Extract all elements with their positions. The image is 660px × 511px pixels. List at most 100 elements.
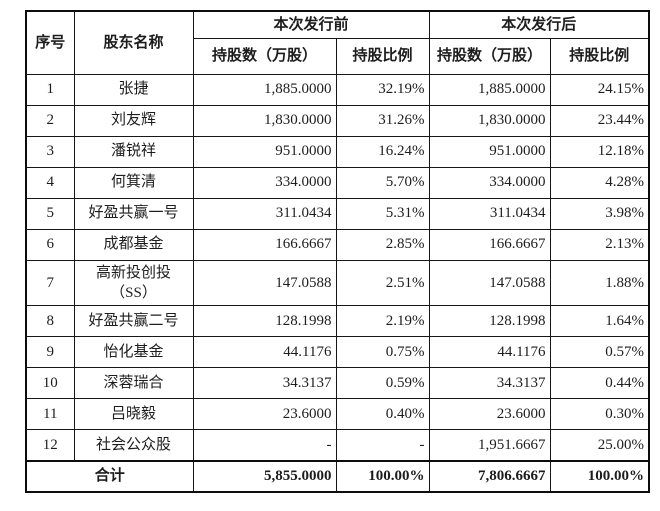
post-shares-cell: 23.6000 xyxy=(428,398,551,430)
post-shares-cell: 311.0434 xyxy=(428,197,551,230)
total-pre-shares-cell: 5,855.0000 xyxy=(192,459,337,492)
pre-shares-header: 持股数（万股） xyxy=(192,37,337,75)
post-shares-cell: 128.1998 xyxy=(428,305,551,337)
post-ratio-cell: 2.13% xyxy=(549,228,650,261)
table-row: 9 怡化基金 44.1176 0.75% 44.1176 0.57% xyxy=(25,336,650,368)
table-row: 6 成都基金 166.6667 2.85% 166.6667 2.13% xyxy=(25,228,650,261)
pre-ratio-cell: - xyxy=(335,429,430,461)
serial-cell: 11 xyxy=(25,398,75,430)
pre-ratio-header: 持股比例 xyxy=(335,37,430,75)
serial-cell: 1 xyxy=(25,73,75,106)
table-row: 4 何箕清 334.0000 5.70% 334.0000 4.28% xyxy=(25,166,650,199)
post-ratio-cell: 12.18% xyxy=(549,135,650,168)
table-row: 10 深蓉瑞合 34.3137 0.59% 34.3137 0.44% xyxy=(25,367,650,399)
table-row: 5 好盈共赢一号 311.0434 5.31% 311.0434 3.98% xyxy=(25,197,650,230)
pre-shares-cell: 34.3137 xyxy=(192,367,337,399)
pre-shares-cell: - xyxy=(192,429,337,461)
shareholding-table-container: 序号 股东名称 本次发行前 本次发行后 持股数（万股） 持股比例 持股数（万股）… xyxy=(25,10,651,493)
pre-shares-cell: 147.0588 xyxy=(192,259,337,306)
pre-shares-cell: 334.0000 xyxy=(192,166,337,199)
table-row: 12 社会公众股 - -1,951.6667 25.00% xyxy=(25,429,650,461)
pre-ratio-cell: 0.59% xyxy=(335,367,430,399)
shareholder-name-cell: 高新投创投 （SS） xyxy=(73,259,194,306)
pre-shares-cell: 166.6667 xyxy=(192,228,337,261)
pre-shares-cell: 23.6000 xyxy=(192,398,337,430)
post-shares-cell: 1,830.0000 xyxy=(428,104,551,137)
pre-ratio-cell: 2.51% xyxy=(335,259,430,306)
post-shares-cell: 951.0000 xyxy=(428,135,551,168)
pre-shares-cell: 951.0000 xyxy=(192,135,337,168)
post-shares-cell: 166.6667 xyxy=(428,228,551,261)
serial-cell: 10 xyxy=(25,367,75,399)
table-body: 1 张捷 1,885.0000 32.19% 1,885.0000 24.15% 2 刘友辉 1… xyxy=(25,73,650,461)
shareholder-name-header: 股东名称 xyxy=(73,10,194,75)
pre-ratio-cell: 5.70% xyxy=(335,166,430,199)
post-shares-cell: 44.1176 xyxy=(428,336,551,368)
pre-shares-cell: 1,830.0000 xyxy=(192,104,337,137)
shareholder-name-cell: 何箕清 xyxy=(73,166,194,199)
post-ratio-cell: 1.88% xyxy=(549,259,650,306)
post-ratio-cell: 1.64% xyxy=(549,305,650,337)
pre-shares-cell: 311.0434 xyxy=(192,197,337,230)
post-shares-cell: 34.3137 xyxy=(428,367,551,399)
serial-cell: 4 xyxy=(25,166,75,199)
total-post-shares-cell: 7,806.6667 xyxy=(428,459,551,492)
shareholder-name-cell: 好盈共赢二号 xyxy=(73,305,194,337)
post-shares-cell: 334.0000 xyxy=(428,166,551,199)
post-ratio-cell: 24.15% xyxy=(549,73,650,106)
header-row-columns: 持股数（万股） 持股比例 持股数（万股） 持股比例 xyxy=(26,37,650,75)
serial-cell: 12 xyxy=(25,429,75,461)
post-ratio-cell: 0.30% xyxy=(549,398,650,430)
pre-ratio-cell: 16.24% xyxy=(335,135,430,168)
serial-cell: 6 xyxy=(25,228,75,261)
serial-cell: 7 xyxy=(25,259,75,306)
table-row: 1 张捷 1,885.0000 32.19% 1,885.0000 24.15% xyxy=(25,73,650,106)
shareholder-name-cell: 社会公众股 xyxy=(73,429,194,461)
shareholder-name-cell: 吕晓毅 xyxy=(73,398,194,430)
post-shares-header: 持股数（万股） xyxy=(428,37,551,75)
post-ratio-cell: 0.57% xyxy=(549,336,650,368)
post-ratio-cell: 23.44% xyxy=(549,104,650,137)
shareholder-name-cell: 深蓉瑞合 xyxy=(73,367,194,399)
pre-ratio-cell: 5.31% xyxy=(335,197,430,230)
post-ratio-cell: 25.00% xyxy=(549,429,650,461)
shareholder-name-cell: 成都基金 xyxy=(73,228,194,261)
shareholding-table: 序号 股东名称 本次发行前 本次发行后 持股数（万股） 持股比例 持股数（万股）… xyxy=(25,10,651,493)
table-row: 11 吕晓毅 23.6000 0.40% 23.6000 0.30% xyxy=(25,398,650,430)
post-ratio-cell: 0.44% xyxy=(549,367,650,399)
pre-ratio-cell: 0.75% xyxy=(335,336,430,368)
table-row: 8 好盈共赢二号 128.1998 2.19% 128.1998 1.64% xyxy=(25,305,650,337)
shareholder-name-cell: 张捷 xyxy=(73,73,194,106)
shareholder-name-cell: 刘友辉 xyxy=(73,104,194,137)
post-issue-group-header: 本次发行后 xyxy=(428,10,650,39)
serial-cell: 8 xyxy=(25,305,75,337)
pre-ratio-cell: 32.19% xyxy=(335,73,430,106)
serial-cell: 5 xyxy=(25,197,75,230)
pre-ratio-cell: 2.19% xyxy=(335,305,430,337)
total-label-cell: 合计 xyxy=(25,459,194,492)
shareholder-name-cell: 怡化基金 xyxy=(73,336,194,368)
post-ratio-cell: 4.28% xyxy=(549,166,650,199)
pre-shares-cell: 128.1998 xyxy=(192,305,337,337)
pre-ratio-cell: 31.26% xyxy=(335,104,430,137)
post-shares-cell: 147.0588 xyxy=(428,259,551,306)
table-row: 3 潘锐祥 951.0000 16.24% 951.0000 12.18% xyxy=(25,135,650,168)
pre-shares-cell: 1,885.0000 xyxy=(192,73,337,106)
pre-shares-cell: 44.1176 xyxy=(192,336,337,368)
serial-cell: 2 xyxy=(25,104,75,137)
serial-header: 序号 xyxy=(25,10,75,75)
total-row: 合计 5,855.0000 100.00% 7,806.6667 100.00% xyxy=(25,459,650,492)
table-row: 7 高新投创投 （SS） 147.0588 2.51% 147.0588 1.88% xyxy=(25,259,650,306)
table-row: 2 刘友辉 1,830.0000 31.26% 1,830.0000 23.44% xyxy=(25,104,650,137)
post-shares-cell: 1,885.0000 xyxy=(428,73,551,106)
post-ratio-cell: 3.98% xyxy=(549,197,650,230)
pre-issue-group-header: 本次发行前 xyxy=(192,10,430,39)
serial-cell: 9 xyxy=(25,336,75,368)
header-row-groups: 序号 股东名称 本次发行前 本次发行后 xyxy=(25,10,650,75)
post-shares-cell: 1,951.6667 xyxy=(428,429,551,461)
serial-cell: 3 xyxy=(25,135,75,168)
shareholder-name-cell: 好盈共赢一号 xyxy=(73,197,194,230)
pre-ratio-cell: 0.40% xyxy=(335,398,430,430)
shareholder-name-cell: 潘锐祥 xyxy=(73,135,194,168)
